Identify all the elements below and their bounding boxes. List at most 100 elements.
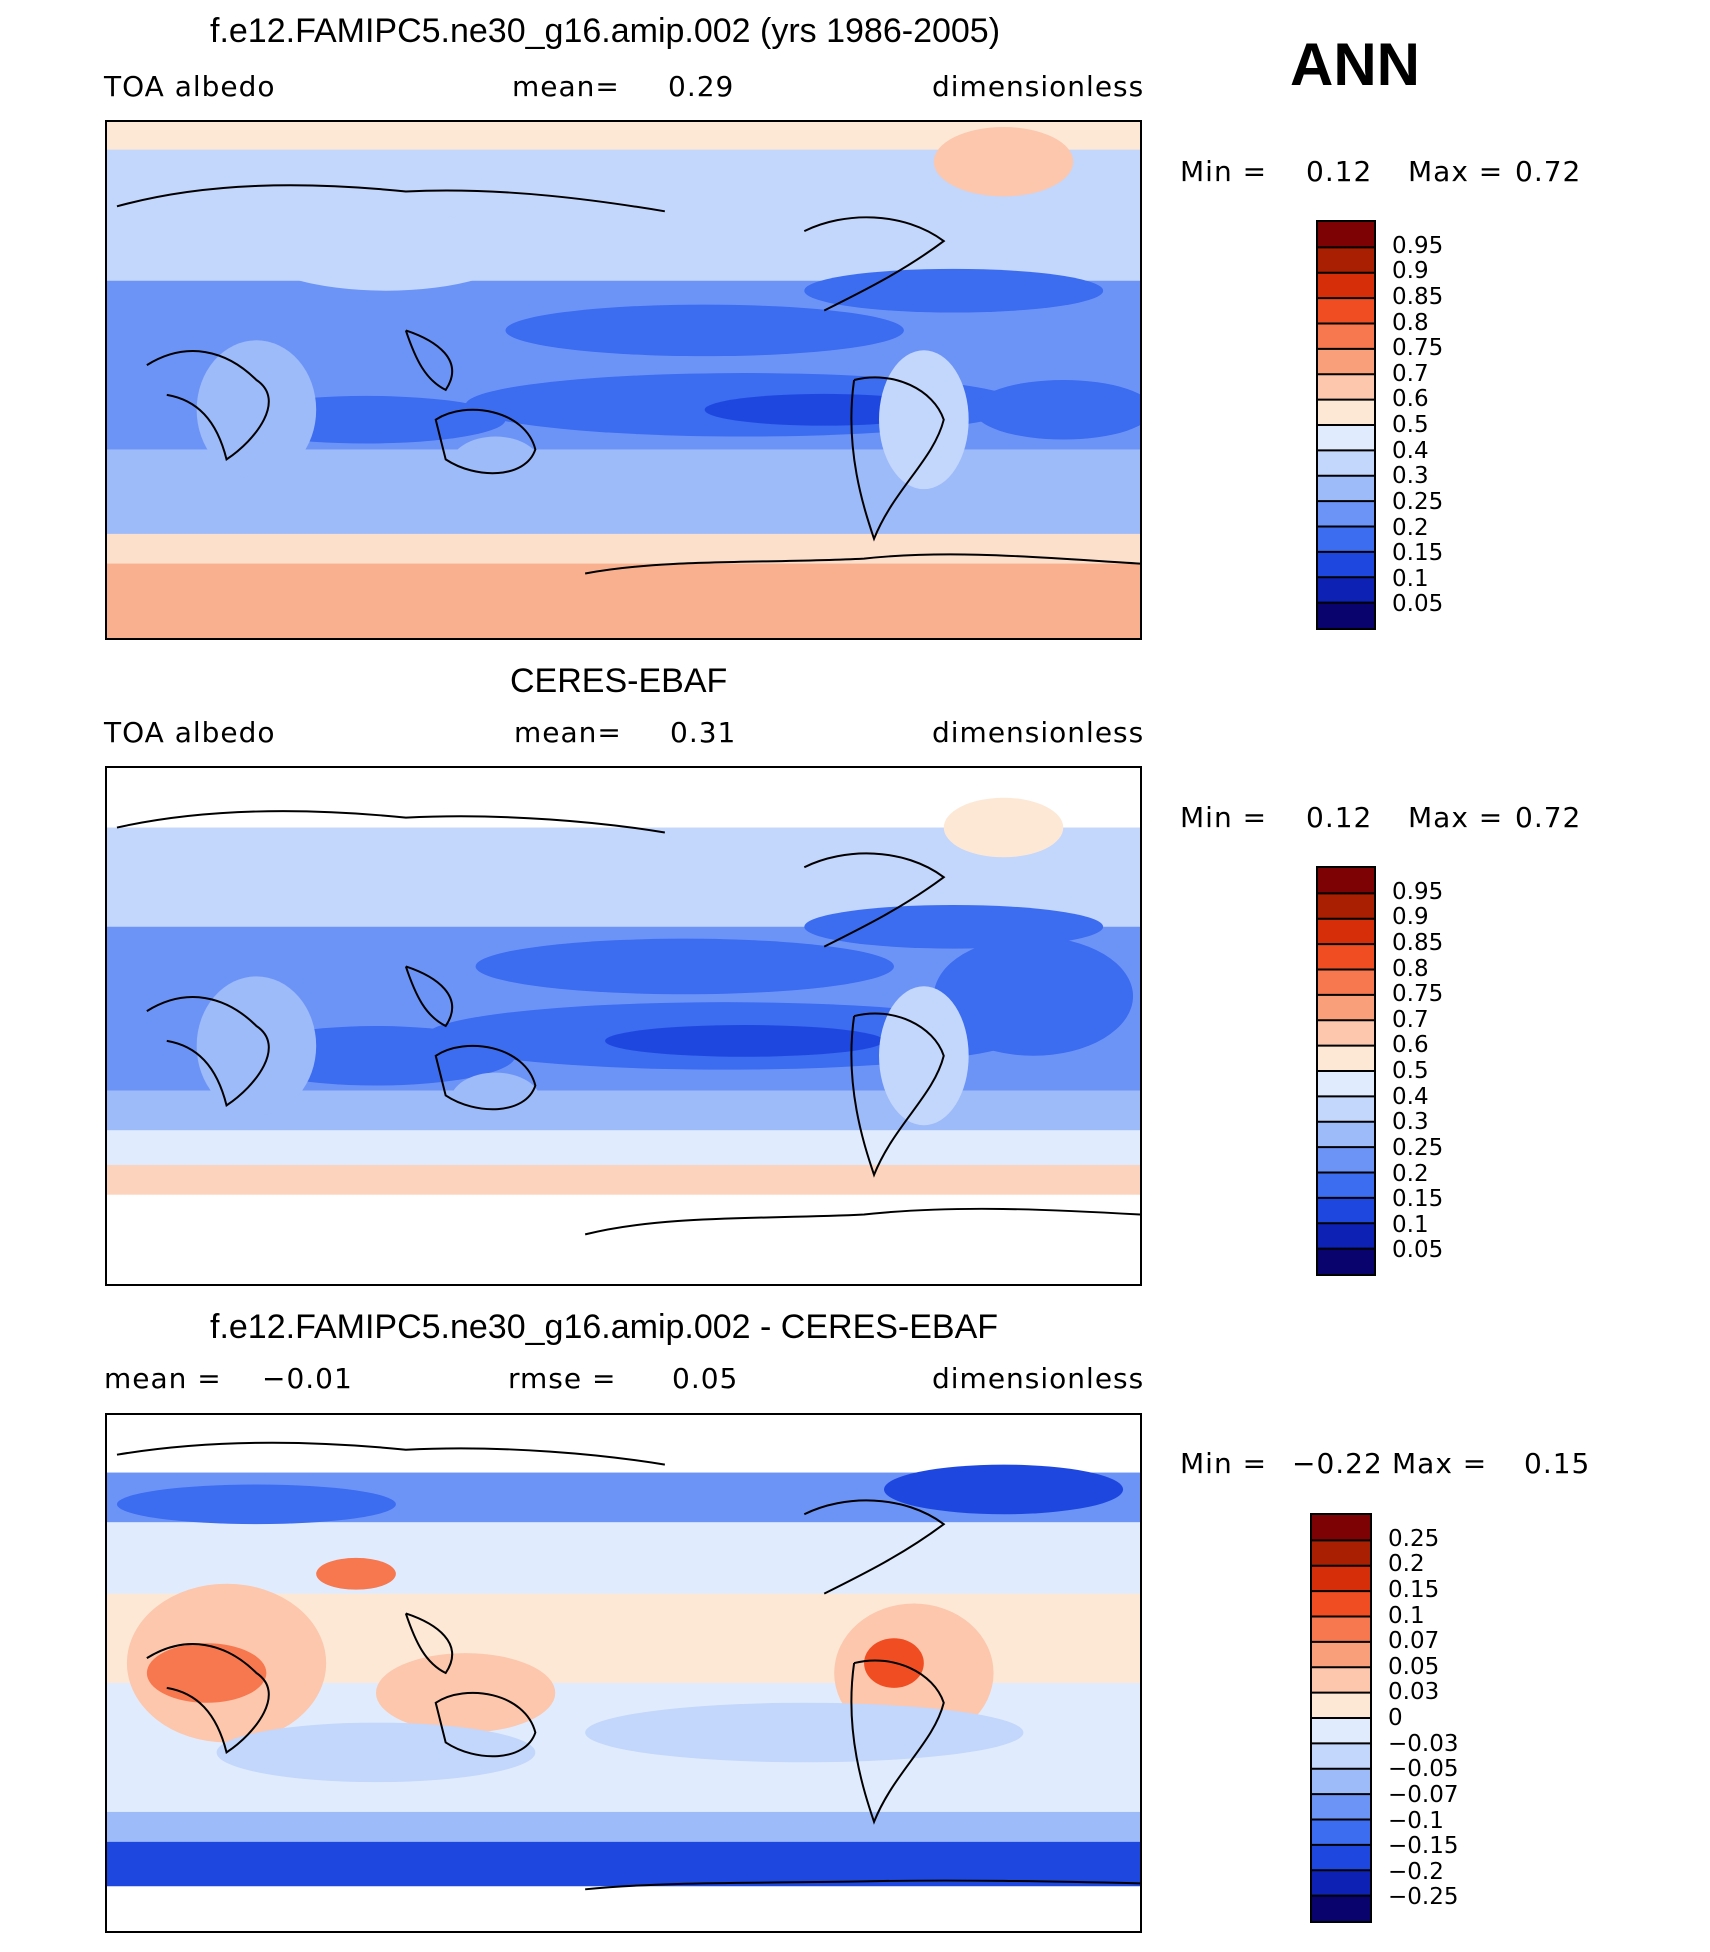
panel-model-min-value: 0.12 — [1306, 155, 1373, 188]
colorbar-swatch — [1312, 1743, 1370, 1770]
colorbar-swatch — [1318, 994, 1374, 1021]
colorbar-swatch — [1318, 1020, 1374, 1047]
colorbar-swatch — [1318, 348, 1374, 375]
colorbar-swatch — [1318, 893, 1374, 920]
colorbar-swatch — [1318, 323, 1374, 350]
colorbar-swatch — [1312, 1895, 1370, 1921]
panel-diff-title: f.e12.FAMIPC5.ne30_g16.amip.002 - CERES-… — [210, 1308, 999, 1346]
colorbar-tick-label: 0.95 — [1392, 878, 1444, 905]
panel-obs-colorbar — [1316, 866, 1376, 1276]
panel-diff-rmse-label: rmse = — [508, 1362, 617, 1395]
colorbar-tick-label: 0.15 — [1392, 1186, 1444, 1213]
colorbar-swatch — [1318, 399, 1374, 426]
panel-model-max-value: 0.72 — [1515, 155, 1582, 188]
panel-model-title: f.e12.FAMIPC5.ne30_g16.amip.002 (yrs 198… — [210, 12, 1001, 50]
colorbar-tick-label: 0.4 — [1392, 1083, 1429, 1110]
colorbar-tick-label: 0.2 — [1392, 1160, 1429, 1187]
colorbar-swatch — [1318, 501, 1374, 527]
panel-diff-max-value: 0.15 — [1524, 1447, 1591, 1480]
colorbar-tick-label: 0.3 — [1392, 463, 1429, 490]
colorbar-swatch — [1318, 374, 1374, 401]
colorbar-swatch — [1318, 918, 1374, 945]
colorbar-swatch — [1312, 1692, 1370, 1719]
colorbar-swatch — [1318, 602, 1374, 628]
colorbar-swatch — [1318, 272, 1374, 299]
colorbar-tick-label: 0.05 — [1392, 1237, 1444, 1264]
colorbar-tick-label: 0.25 — [1392, 1134, 1444, 1161]
colorbar-swatch — [1312, 1540, 1370, 1567]
colorbar-swatch — [1318, 526, 1374, 553]
colorbar-tick-label: 0.07 — [1388, 1628, 1440, 1655]
colorbar-tick-label: 0.05 — [1392, 591, 1444, 618]
colorbar-tick-label: 0.25 — [1392, 488, 1444, 515]
colorbar-tick-label: 0.85 — [1392, 283, 1444, 310]
panel-model-map — [105, 120, 1142, 640]
panel-model-max-label: Max = — [1408, 155, 1504, 188]
panel-obs-max-label: Max = — [1408, 801, 1504, 834]
colorbar-swatch — [1318, 1223, 1374, 1250]
colorbar-tick-label: 0.05 — [1388, 1653, 1440, 1680]
colorbar-swatch — [1318, 1096, 1374, 1123]
panel-diff-rmse-value: 0.05 — [672, 1362, 739, 1395]
colorbar-tick-label: 0.15 — [1392, 540, 1444, 567]
panel-diff-mean-value: −0.01 — [262, 1362, 353, 1395]
panel-model-variable: TOA albedo — [104, 70, 276, 103]
colorbar-tick-label: 0.6 — [1392, 386, 1429, 413]
colorbar-tick-label: 0.8 — [1392, 955, 1429, 982]
panel-obs-variable: TOA albedo — [104, 716, 276, 749]
colorbar-tick-label: 0.2 — [1392, 514, 1429, 541]
panel-diff-min-value: −0.22 — [1292, 1447, 1383, 1480]
panel-obs-title: CERES-EBAF — [510, 662, 728, 700]
colorbar-tick-label: 0.8 — [1392, 309, 1429, 336]
colorbar-swatch — [1312, 1641, 1370, 1668]
panel-model-colorbar — [1316, 220, 1376, 630]
colorbar-swatch — [1312, 1718, 1370, 1744]
colorbar-tick-label: 0.4 — [1392, 437, 1429, 464]
panel-obs-mean-label: mean= — [514, 716, 622, 749]
panel-obs-mean-value: 0.31 — [670, 716, 737, 749]
colorbar-swatch — [1318, 222, 1374, 248]
colorbar-swatch — [1312, 1844, 1370, 1871]
panel-model-mean-value: 0.29 — [668, 70, 735, 103]
panel-model-min-label: Min = — [1180, 155, 1268, 188]
colorbar-tick-label: −0.07 — [1388, 1781, 1459, 1808]
colorbar-tick-label: 0.1 — [1392, 565, 1429, 592]
colorbar-tick-label: 0.75 — [1392, 335, 1444, 362]
colorbar-swatch — [1312, 1667, 1370, 1694]
colorbar-swatch — [1312, 1870, 1370, 1897]
colorbar-swatch — [1318, 551, 1374, 578]
colorbar-tick-label: 0.2 — [1388, 1551, 1425, 1578]
colorbar-tick-label: −0.2 — [1388, 1858, 1444, 1885]
panel-diff-units: dimensionless — [932, 1362, 1145, 1395]
colorbar-tick-label: 0.15 — [1388, 1576, 1440, 1603]
colorbar-swatch — [1312, 1591, 1370, 1617]
colorbar-tick-label: 0.5 — [1392, 1058, 1429, 1084]
panel-obs-units: dimensionless — [932, 716, 1145, 749]
colorbar-tick-label: −0.03 — [1388, 1730, 1459, 1757]
panel-diff-mean-label: mean = — [104, 1362, 222, 1395]
colorbar-swatch — [1312, 1565, 1370, 1592]
colorbar-swatch — [1318, 944, 1374, 970]
colorbar-tick-label: 0.03 — [1388, 1679, 1440, 1706]
colorbar-swatch — [1318, 450, 1374, 477]
colorbar-tick-label: 0.1 — [1392, 1211, 1429, 1238]
colorbar-swatch — [1318, 1248, 1374, 1274]
colorbar-tick-label: 0.95 — [1392, 232, 1444, 259]
colorbar-tick-label: 0.7 — [1392, 360, 1429, 387]
colorbar-swatch — [1312, 1794, 1370, 1820]
colorbar-tick-label: 0 — [1388, 1705, 1403, 1731]
panel-obs-max-value: 0.72 — [1515, 801, 1582, 834]
colorbar-tick-label: 0.9 — [1392, 258, 1429, 285]
colorbar-swatch — [1312, 1515, 1370, 1541]
colorbar-swatch — [1318, 1045, 1374, 1072]
colorbar-tick-label: −0.15 — [1388, 1833, 1459, 1860]
colorbar-tick-label: 0.85 — [1392, 929, 1444, 956]
season-label: ANN — [1290, 31, 1420, 98]
colorbar-swatch — [1318, 868, 1374, 894]
panel-obs-min-value: 0.12 — [1306, 801, 1373, 834]
colorbar-tick-label: 0.7 — [1392, 1006, 1429, 1033]
colorbar-tick-label: 0.3 — [1392, 1109, 1429, 1136]
colorbar-swatch — [1312, 1616, 1370, 1643]
colorbar-swatch — [1318, 1121, 1374, 1148]
panel-model-units: dimensionless — [932, 70, 1145, 103]
